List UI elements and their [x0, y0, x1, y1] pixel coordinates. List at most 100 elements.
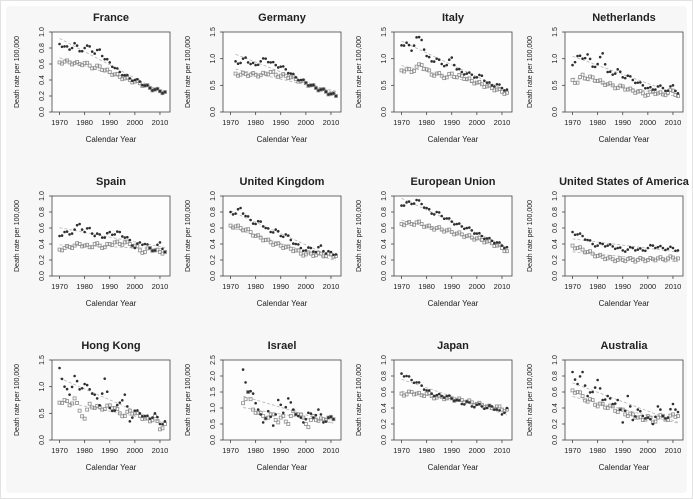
open-square-point	[628, 411, 633, 416]
y-tick-label: 1.5	[39, 355, 46, 365]
dark-point	[281, 235, 285, 239]
open-square-point	[90, 405, 95, 410]
dark-point	[158, 422, 162, 426]
open-square-point	[573, 390, 577, 395]
dark-point	[284, 233, 288, 236]
dark-point	[603, 62, 607, 66]
y-tick-label: 1.5	[210, 387, 217, 397]
dark-point	[503, 246, 506, 250]
open-square-point	[618, 83, 623, 88]
open-square-point	[437, 71, 442, 75]
dark-point	[623, 76, 627, 80]
dark-point	[304, 417, 308, 421]
dark-point	[405, 41, 408, 44]
open-square-point	[638, 415, 643, 420]
open-square-point	[80, 244, 85, 249]
dark-point	[417, 199, 421, 202]
plot-box	[564, 359, 684, 441]
open-square-point	[283, 419, 288, 424]
open-square-point	[92, 242, 97, 246]
dark-point	[437, 58, 441, 62]
x-axis-label: Calendar Year	[428, 299, 479, 308]
dark-point	[457, 222, 461, 225]
open-square-point	[72, 243, 77, 248]
dark-point	[332, 253, 335, 257]
dark-point	[324, 90, 328, 94]
dark-point	[644, 417, 647, 420]
dark-point	[264, 226, 267, 230]
dark-point	[314, 413, 318, 417]
open-square-point	[482, 240, 487, 245]
open-square-point	[454, 75, 459, 80]
open-square-point	[253, 410, 258, 415]
trend-line-series-B-open-squares	[572, 251, 679, 263]
open-square-point	[598, 78, 603, 83]
dark-point	[138, 241, 142, 244]
open-square-point	[60, 248, 64, 253]
open-square-point	[424, 391, 429, 396]
dark-point	[60, 377, 64, 381]
y-tick-label: 0.5	[210, 419, 217, 429]
open-square-point	[613, 86, 618, 91]
dark-point	[246, 61, 250, 64]
dark-point	[83, 46, 86, 50]
open-square-point	[600, 80, 605, 85]
y-tick-label: 1.0	[210, 54, 217, 64]
open-square-point	[241, 401, 245, 406]
open-square-point	[502, 91, 507, 96]
dark-point	[58, 42, 61, 46]
x-tick-label: 1990	[101, 282, 118, 291]
y-tick-label: 0.0	[210, 435, 217, 445]
dark-point	[271, 231, 275, 234]
y-tick-label: 0.2	[552, 255, 559, 265]
open-square-point	[590, 75, 595, 80]
open-square-point	[570, 243, 575, 248]
dark-point	[329, 250, 333, 254]
dark-point	[312, 83, 315, 87]
dark-point	[671, 246, 675, 250]
dark-point	[460, 225, 464, 228]
open-square-point	[580, 247, 585, 252]
open-square-point	[75, 60, 80, 64]
dark-point	[616, 68, 620, 71]
open-square-point	[122, 240, 127, 245]
dark-point	[651, 422, 655, 426]
panel-japan: Japan 0.0 0.2 0.4 0.6 0.8 1.0 1970 1980 1990 2000 2…	[348, 334, 519, 498]
open-square-point	[266, 72, 271, 77]
plot-european-union: European Union 0.0 0.2 0.4 0.6 0.8 1.0 1970 1980…	[356, 176, 513, 308]
dark-point	[284, 68, 288, 71]
open-square-point	[603, 405, 608, 410]
open-square-point	[251, 233, 256, 238]
x-tick-label: 2000	[640, 282, 657, 291]
dark-point	[649, 417, 652, 421]
dark-point	[628, 245, 632, 249]
open-square-point	[72, 396, 77, 401]
x-tick-label: 1980	[76, 446, 93, 455]
open-square-point	[585, 250, 590, 254]
dark-point	[495, 82, 499, 86]
y-tick-label: 0.0	[381, 107, 388, 117]
dark-point	[297, 414, 300, 418]
plot-united-kingdom: United Kingdom 0.0 0.2 0.4 0.6 0.8 1.0 1970 1980…	[185, 176, 342, 308]
dark-point	[402, 44, 406, 47]
dark-point	[452, 223, 456, 226]
dark-point	[63, 230, 66, 234]
open-square-point	[271, 69, 276, 74]
open-square-point	[588, 397, 593, 402]
open-square-point	[432, 73, 437, 78]
dark-point	[60, 45, 64, 49]
dark-point	[294, 413, 298, 416]
dark-point	[412, 202, 416, 205]
panel-france: France 0.0 0.2 0.4 0.6 0.8 1.0 1970 1980 1990 2000…	[6, 6, 177, 170]
dark-point	[274, 413, 278, 416]
open-square-point	[127, 408, 132, 413]
dark-point	[402, 375, 406, 378]
y-tick-label: 1.0	[552, 191, 559, 201]
dark-point	[329, 92, 333, 96]
open-square-point	[298, 412, 303, 417]
open-square-point	[623, 87, 628, 92]
dark-point	[95, 397, 99, 400]
open-square-point	[298, 251, 303, 256]
dark-point	[146, 83, 149, 87]
dark-point	[80, 228, 84, 231]
